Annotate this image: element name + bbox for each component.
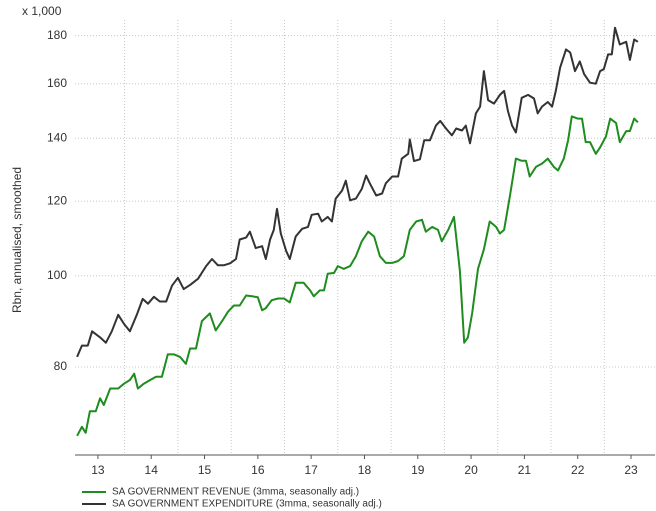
y-tick-label: 80 bbox=[54, 359, 68, 373]
y-tick-label: 120 bbox=[47, 193, 67, 207]
y-axis-title: Rbn, annualised, smoothed bbox=[10, 167, 24, 313]
y-tick-label: 100 bbox=[47, 268, 67, 282]
x-tick-label: 22 bbox=[571, 463, 585, 477]
x-tick-label: 21 bbox=[518, 463, 532, 477]
y-tick-label: 180 bbox=[47, 28, 67, 42]
x-tick-label: 16 bbox=[251, 463, 265, 477]
series-line bbox=[76, 26, 639, 358]
legend-label: SA GOVERNMENT REVENUE (3mma, seasonally … bbox=[112, 487, 359, 498]
y-tick-label: 140 bbox=[47, 130, 67, 144]
x-tick-label: 19 bbox=[411, 463, 425, 477]
x-tick-label: 13 bbox=[91, 463, 105, 477]
series-line bbox=[76, 115, 639, 437]
x-tick-label: 18 bbox=[358, 463, 372, 477]
x-tick-label: 23 bbox=[624, 463, 638, 477]
x-tick-label: 17 bbox=[304, 463, 318, 477]
y-tick-label: 160 bbox=[47, 76, 67, 90]
x-tick-label: 20 bbox=[464, 463, 478, 477]
x-tick-label: 15 bbox=[198, 463, 212, 477]
axis-multiplier: x 1,000 bbox=[22, 4, 62, 18]
x-tick-label: 14 bbox=[145, 463, 159, 477]
legend-label: SA GOVERNMENT EXPENDITURE (3mma, seasona… bbox=[112, 499, 382, 510]
